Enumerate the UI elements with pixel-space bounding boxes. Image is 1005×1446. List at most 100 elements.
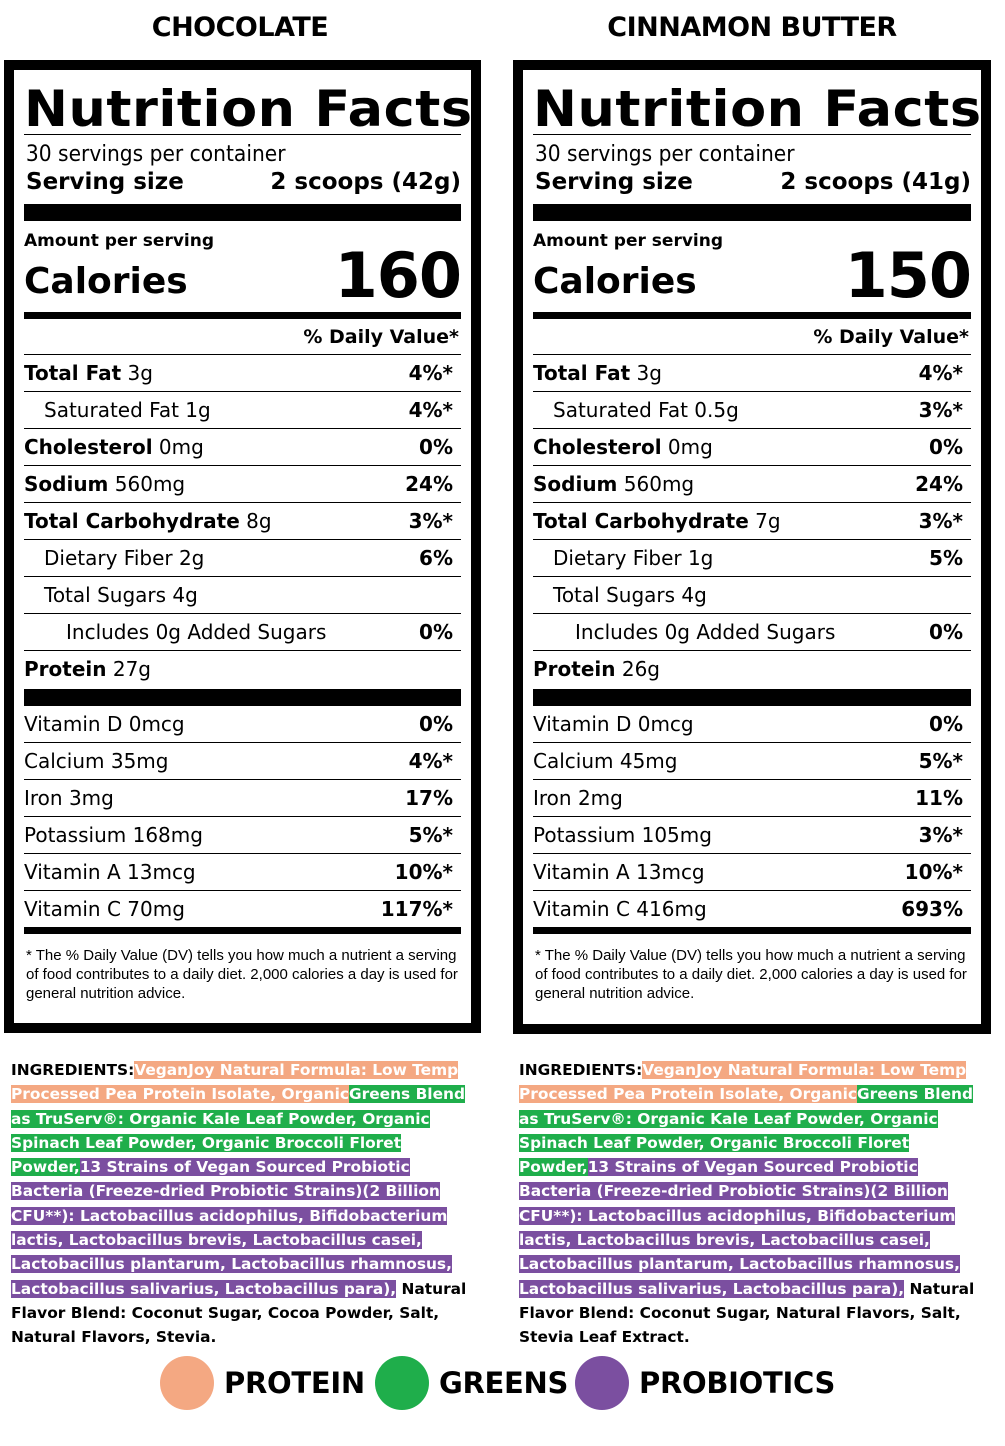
nutrient-amount: 560mg: [108, 471, 186, 496]
ingredients-label: INGREDIENTS:: [519, 1061, 643, 1079]
other-ingredients: Natural Flavor Blend: Coconut Sugar, Nat…: [519, 1279, 975, 1347]
vitamin-daily-value: 4%*: [408, 748, 453, 773]
legend: PROTEIN GREENS PROBIOTICS: [0, 1356, 1005, 1412]
vitamin-daily-value: 10%*: [394, 859, 453, 884]
legend-item-protein: PROTEIN: [160, 1356, 365, 1410]
legend-item-probiotics: PROBIOTICS: [575, 1356, 835, 1410]
protein-dot-icon: [160, 1356, 214, 1410]
thick-divider: [533, 204, 971, 222]
nutrient-bold-name: Sodium: [24, 471, 109, 496]
vitamin-row: Potassium 105mg 3%*: [533, 815, 971, 853]
nutrient-row: Total Fat 3g 4%*: [24, 353, 461, 391]
amount-per-serving: Amount per serving: [533, 231, 724, 252]
nutrient-amount: 8g: [239, 508, 272, 533]
panel-title: Nutrition Facts: [24, 80, 473, 138]
vitamin-daily-value: 11%: [915, 785, 963, 810]
vitamin-name: Iron 2mg: [533, 785, 623, 810]
nutrient-amount: 26g: [615, 656, 660, 681]
nutrient-name: Protein 26g: [533, 657, 660, 681]
nutrient-row: Cholesterol 0mg 0%: [24, 427, 461, 465]
vitamin-daily-value: 693%: [901, 896, 963, 921]
nutrient-amount: 27g: [106, 656, 151, 681]
probiotic-ingredients: 13 Strains of Vegan Sourced Probiotic Ba…: [11, 1158, 452, 1298]
nutrient-bold-name: Total Carbohydrate: [533, 508, 749, 533]
vitamin-name: Potassium 105mg: [533, 822, 712, 847]
probiotics-dot-icon: [575, 1356, 629, 1410]
nutrient-name: Total Carbohydrate 8g: [24, 509, 272, 533]
nutrient-row: Total Sugars 4g: [533, 575, 971, 613]
vitamin-name: Vitamin C 70mg: [24, 896, 185, 921]
nutrient-daily-value: 3%*: [918, 508, 963, 533]
vitamin-daily-value: 117%*: [380, 896, 453, 921]
vitamin-row: Vitamin D 0mcg 0%: [24, 706, 461, 742]
nutrient-amount: Total Sugars 4g: [553, 582, 707, 607]
ingredients-chocolate: INGREDIENTS:VeganJoy Natural Formula: Lo…: [11, 1058, 481, 1350]
nutrient-name: Dietary Fiber 1g: [533, 546, 713, 570]
serving-size-label: Serving size: [535, 168, 693, 195]
calories-label: Calories: [533, 260, 697, 302]
nutrient-amount: 7g: [748, 508, 781, 533]
footnote: * The % Daily Value (DV) tells you how m…: [26, 946, 458, 1003]
serving-size-value: 2 scoops (41g): [780, 168, 971, 195]
nutrient-name: Total Fat 3g: [533, 361, 662, 385]
divider: [24, 134, 461, 135]
nutrient-amount: 3g: [121, 360, 153, 385]
amount-per-serving: Amount per serving: [24, 231, 215, 252]
nutrient-amount: 560mg: [617, 471, 695, 496]
vitamin-row: Vitamin A 13mcg 10%*: [24, 852, 461, 890]
medium-divider: [24, 926, 461, 934]
nutrition-panel-cinnamon-butter: Nutrition Facts 30 servings per container…: [513, 60, 991, 1034]
nutrient-row: Total Carbohydrate 7g 3%*: [533, 501, 971, 539]
nutrient-name: Cholesterol 0mg: [533, 435, 713, 459]
nutrient-row: Protein 26g: [533, 649, 971, 687]
nutrient-daily-value: 24%: [405, 471, 453, 496]
nutrient-daily-value: 3%*: [408, 508, 453, 533]
nutrient-amount: 3g: [630, 360, 662, 385]
panel-title: Nutrition Facts: [533, 80, 982, 138]
vitamin-daily-value: 5%*: [408, 822, 453, 847]
nutrient-daily-value: 0%: [929, 619, 963, 644]
nutrient-name: Saturated Fat 1g: [24, 398, 211, 422]
servings-per-container: 30 servings per container: [534, 142, 795, 167]
nutrient-row: Includes 0g Added Sugars 0%: [24, 612, 461, 650]
nutrient-row: Includes 0g Added Sugars 0%: [533, 612, 971, 650]
flavor-title-chocolate: CHOCOLATE: [151, 12, 329, 43]
footnote: * The % Daily Value (DV) tells you how m…: [535, 946, 967, 1003]
nutrient-daily-value: 0%: [929, 434, 963, 459]
vitamin-daily-value: 0%: [419, 711, 453, 736]
medium-divider: [533, 311, 971, 319]
nutrient-row: Total Fat 3g 4%*: [533, 353, 971, 391]
nutrient-name: Total Sugars 4g: [533, 583, 707, 607]
nutrient-amount: Includes 0g Added Sugars: [575, 619, 836, 644]
nutrient-row: Saturated Fat 1g 4%*: [24, 390, 461, 428]
nutrient-daily-value: 0%: [419, 434, 453, 459]
vitamin-name: Iron 3mg: [24, 785, 114, 810]
vitamin-name: Vitamin A 13mcg: [533, 859, 705, 884]
nutrient-row: Dietary Fiber 2g 6%: [24, 538, 461, 576]
serving-size-row: Serving size 2 scoops (42g): [24, 169, 461, 197]
vitamin-row: Vitamin C 70mg 117%*: [24, 889, 461, 927]
nutrient-bold-name: Protein: [24, 656, 107, 681]
nutrient-row: Saturated Fat 0.5g 3%*: [533, 390, 971, 428]
vitamin-row: Potassium 168mg 5%*: [24, 815, 461, 853]
nutrient-amount: Saturated Fat 0.5g: [553, 397, 739, 422]
serving-size-label: Serving size: [26, 168, 184, 195]
daily-value-header: % Daily Value*: [303, 325, 459, 348]
vitamin-daily-value: 10%*: [904, 859, 963, 884]
ingredients-label: INGREDIENTS:: [11, 1061, 135, 1079]
vitamin-row: Vitamin C 416mg 693%: [533, 889, 971, 927]
serving-size-row: Serving size 2 scoops (41g): [533, 169, 971, 197]
nutrient-amount: Dietary Fiber 1g: [553, 545, 714, 570]
nutrient-row: Sodium 560mg 24%: [533, 464, 971, 502]
vitamin-name: Calcium 45mg: [533, 748, 678, 773]
calories-value: 150: [844, 239, 972, 313]
nutrient-name: Includes 0g Added Sugars: [24, 620, 326, 644]
calories-label: Calories: [24, 260, 188, 302]
nutrient-bold-name: Cholesterol: [24, 434, 153, 459]
other-ingredients: Natural Flavor Blend: Coconut Sugar, Coc…: [11, 1279, 467, 1347]
nutrient-daily-value: 0%: [419, 619, 453, 644]
nutrient-amount: Includes 0g Added Sugars: [66, 619, 327, 644]
nutrient-bold-name: Total Fat: [533, 360, 631, 385]
nutrient-daily-value: 6%: [419, 545, 453, 570]
vitamin-row: Calcium 45mg 5%*: [533, 741, 971, 779]
